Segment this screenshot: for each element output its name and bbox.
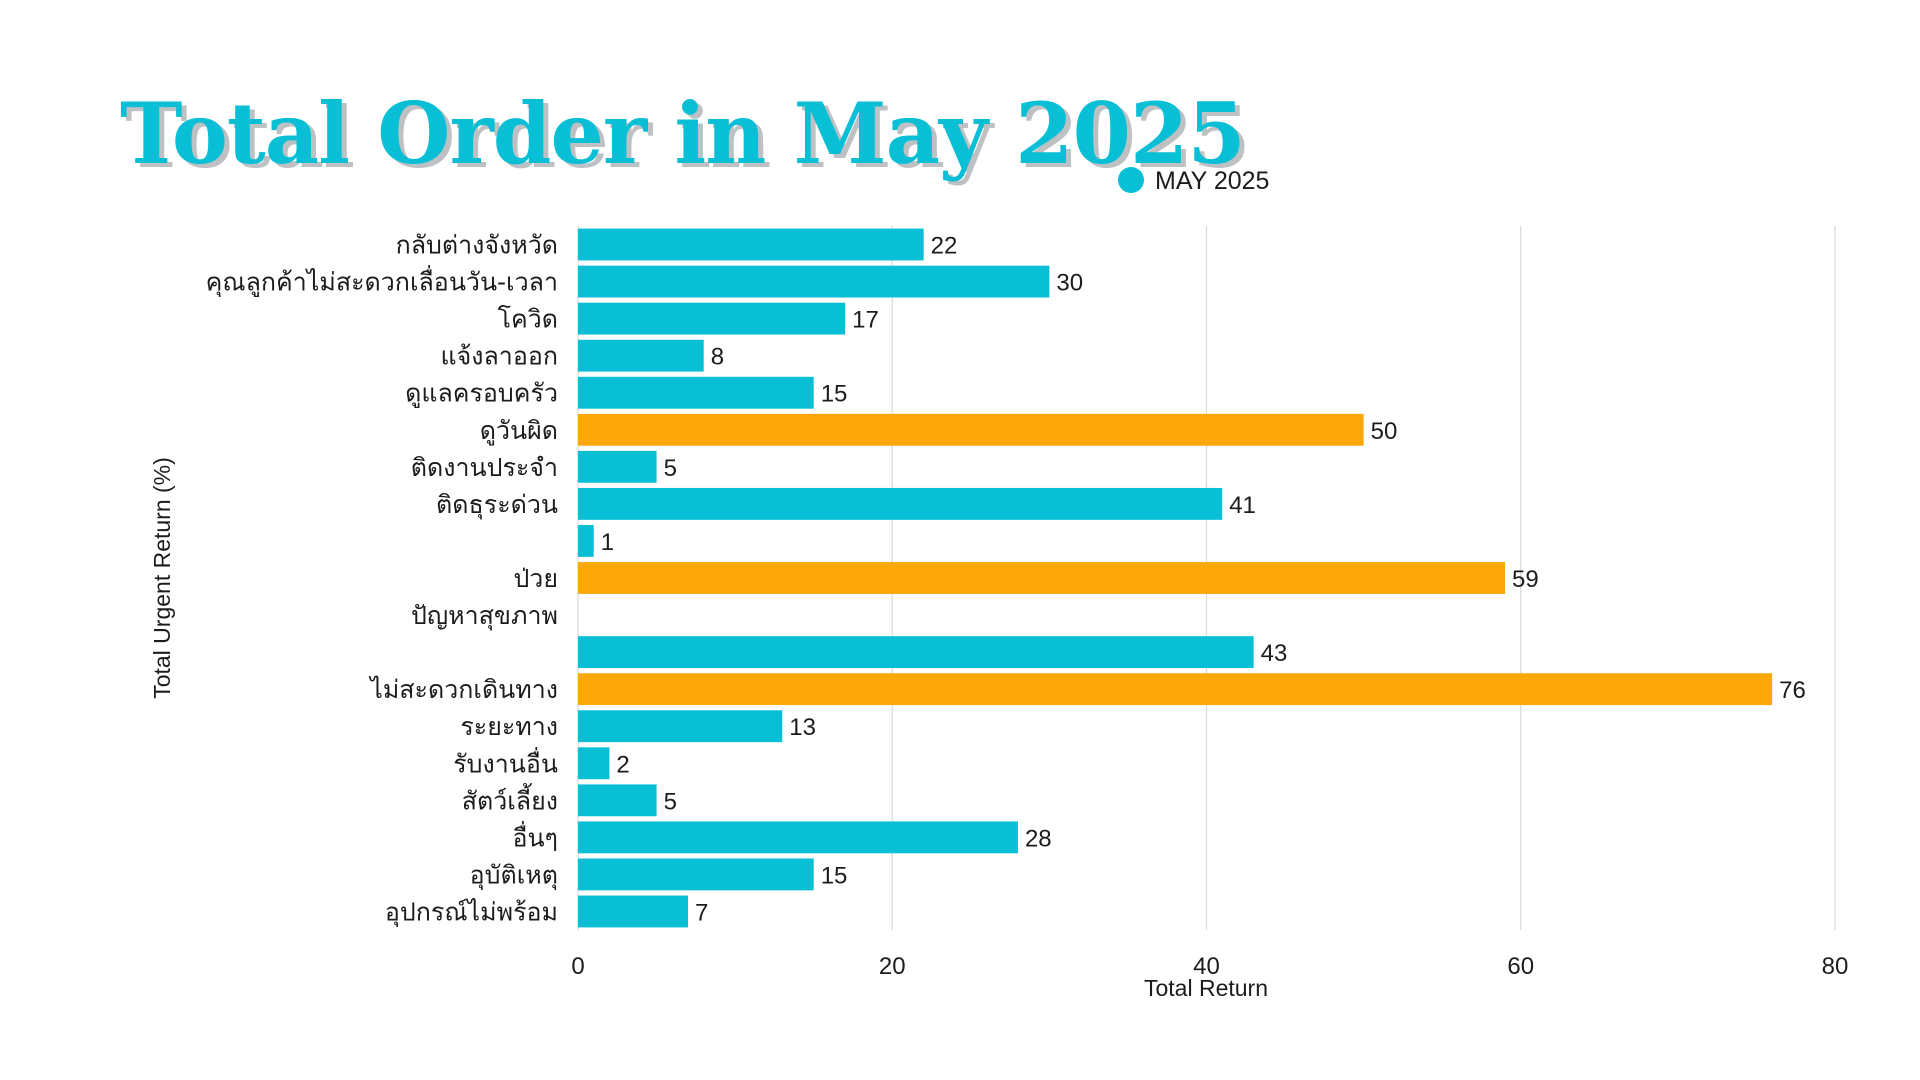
bar [578,858,814,891]
bar [578,413,1364,446]
category-label: ดูวันผิด [480,416,558,446]
legend-label: MAY 2025 [1155,167,1269,195]
value-label: 41 [1229,492,1256,519]
bar [578,376,814,409]
category-label: สัตว์เลี้ยง [462,782,558,815]
bars [578,228,1773,928]
bar [578,673,1773,706]
category-label: ดูแลครอบครัว [405,379,558,409]
category-labels: กลับต่างจังหวัดคุณลูกค้าไม่สะดวกเลื่อนวั… [206,231,558,928]
category-label: กลับต่างจังหวัด [396,231,558,260]
category-label: รับงานอื่น [453,746,558,778]
value-label: 13 [789,714,816,741]
bar [578,784,657,817]
category-label: ติดธุระด่วน [436,490,558,520]
category-label: ไม่สะดวกเดินทาง [368,675,558,704]
value-label: 50 [1371,418,1398,445]
value-label: 7 [695,899,708,926]
value-label: 5 [664,455,677,482]
legend-marker [1118,167,1144,193]
bar [578,450,657,483]
bar [578,636,1254,669]
bar [578,710,783,743]
value-label: 15 [821,381,848,408]
bar [578,265,1050,298]
category-label: แจ้งลาออก [441,342,559,371]
chart-title-group: Total Order in May 2025 Total Order in M… [120,84,1251,187]
y-axis-title: Total Urgent Return (%) [149,457,175,699]
chart-title-shadow: Total Order in May 2025 [125,88,1250,187]
value-label: 2 [616,751,629,778]
bar [578,487,1223,520]
value-label: 28 [1025,825,1052,852]
value-label: 76 [1779,677,1806,704]
value-label: 43 [1261,640,1288,667]
x-tick-label: 40 [1193,953,1220,980]
value-label: 1 [601,529,614,556]
x-tick-label: 0 [571,953,584,980]
x-tick-labels: 0 20 40 60 80 [571,953,1848,980]
value-label: 8 [711,344,724,371]
category-label: อุปกรณ์ไม่พร้อม [385,897,558,927]
value-labels: 22 30 17 8 15 50 5 41 1 59 43 76 13 2 5 28 15 7 [601,233,1806,927]
bar [578,821,1018,854]
bar [578,562,1506,594]
legend: MAY 2025 [1118,167,1269,195]
x-axis-title: Total Return [1144,975,1268,1001]
category-label: คุณลูกค้าไม่สะดวกเลื่อนวัน-เวลา [206,265,558,298]
category-label: อุบัติเหตุ [470,860,558,890]
category-label: ติดงานประจำ [411,453,558,482]
value-label: 30 [1056,270,1083,297]
category-label: ระยะทาง [460,712,558,741]
x-tick-label: 60 [1507,953,1534,980]
bar [578,339,704,372]
value-label: 15 [821,862,848,889]
x-tick-label: 20 [879,953,906,980]
bar [578,895,688,928]
value-label: 59 [1512,566,1539,593]
category-label: ป่วย [513,564,558,593]
bar [578,228,924,261]
bar [578,747,610,780]
bar [578,525,594,557]
x-tick-label: 80 [1822,953,1849,980]
chart-title: Total Order in May 2025 [120,84,1245,183]
value-label: 22 [931,233,958,260]
value-label: 17 [852,307,879,334]
category-label: อื่นๆ [512,820,558,852]
category-label: โควิด [498,305,558,334]
value-label: 5 [664,788,677,815]
bar [578,302,846,335]
category-label: ปัญหาสุขภาพ [411,601,558,631]
